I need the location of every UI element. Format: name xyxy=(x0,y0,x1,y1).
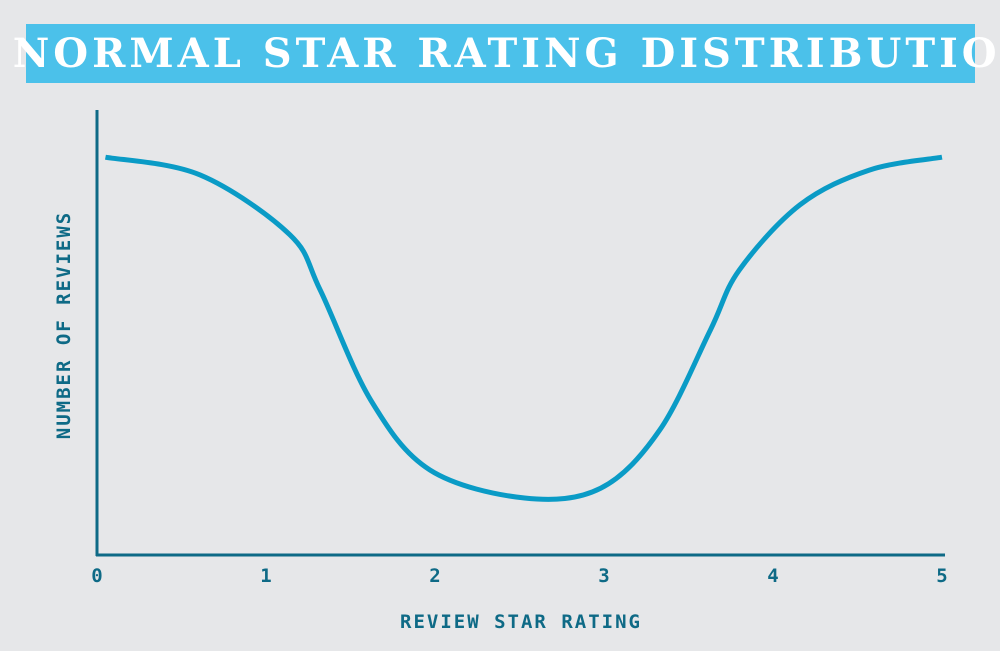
series-line xyxy=(104,154,943,502)
x-tick-label: 3 xyxy=(598,565,609,587)
y-axis-label: NUMBER OF REVIEWS xyxy=(53,211,75,439)
x-tick-label: 0 xyxy=(91,565,102,587)
x-tick-label: 2 xyxy=(429,565,440,587)
x-tick-label: 5 xyxy=(936,565,947,587)
x-axis-label: REVIEW STAR RATING xyxy=(400,611,642,633)
x-tick-label: 4 xyxy=(767,565,778,587)
title-banner: A NORMAL STAR RATING DISTRIBUTION xyxy=(0,24,1000,83)
x-tick-label: 1 xyxy=(260,565,271,587)
chart-title: A NORMAL STAR RATING DISTRIBUTION xyxy=(0,30,1000,77)
